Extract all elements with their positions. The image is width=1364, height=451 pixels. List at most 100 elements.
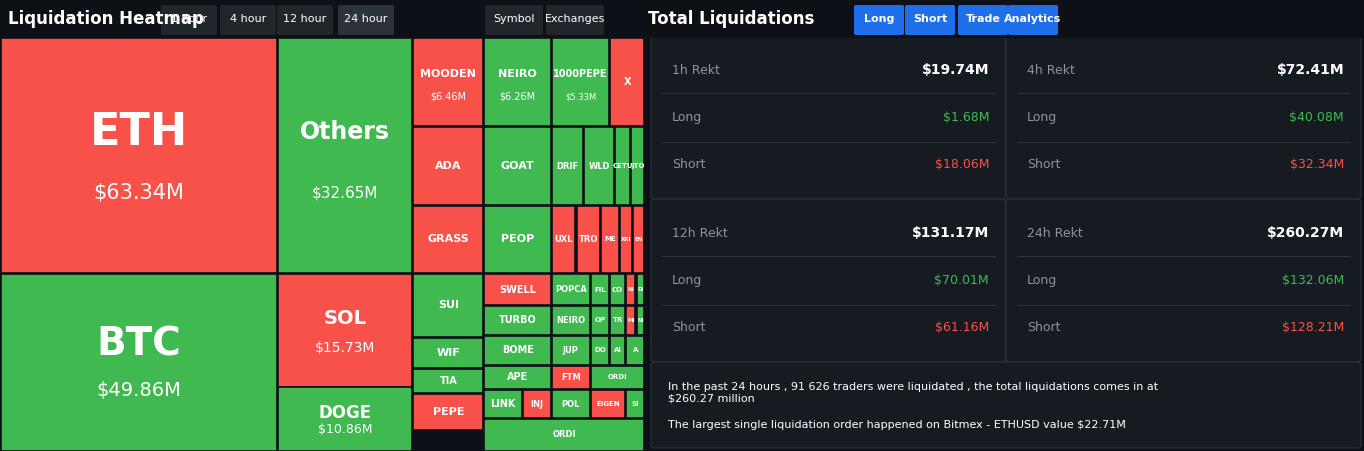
Text: MOODEN: MOODEN: [420, 69, 476, 78]
Text: BOME: BOME: [502, 345, 533, 355]
Text: Long: Long: [1027, 274, 1057, 287]
Text: 1 hour: 1 hour: [170, 14, 207, 24]
Text: EIGEN: EIGEN: [596, 401, 619, 407]
Text: A: A: [633, 347, 638, 353]
Bar: [484, 365, 551, 390]
Bar: [626, 336, 644, 365]
Bar: [632, 127, 644, 205]
FancyBboxPatch shape: [161, 5, 217, 35]
Text: 12h Rekt: 12h Rekt: [672, 227, 728, 240]
Text: $132.06M: $132.06M: [1282, 274, 1344, 287]
FancyBboxPatch shape: [1007, 36, 1361, 199]
Text: Long: Long: [1027, 111, 1057, 124]
Text: $5.33M: $5.33M: [565, 92, 596, 101]
Text: INJ: INJ: [531, 400, 543, 409]
Text: $32.34M: $32.34M: [1290, 158, 1344, 171]
Text: $128.21M: $128.21M: [1282, 321, 1344, 334]
Text: SOL: SOL: [323, 309, 367, 328]
FancyBboxPatch shape: [651, 36, 1007, 199]
Text: TRO: TRO: [578, 235, 597, 244]
Text: $6.46M: $6.46M: [430, 92, 466, 101]
Text: ORDI: ORDI: [552, 430, 576, 439]
Text: TIA: TIA: [439, 376, 457, 386]
Text: $260.27M: $260.27M: [1267, 226, 1344, 240]
Text: $10.86M: $10.86M: [318, 423, 372, 436]
Text: OP: OP: [595, 318, 606, 323]
Text: Long: Long: [672, 274, 702, 287]
Text: SI: SI: [632, 401, 640, 407]
Text: FIL: FIL: [595, 286, 606, 293]
Bar: [484, 306, 551, 335]
Bar: [413, 338, 483, 368]
Bar: [591, 365, 644, 390]
Bar: [413, 394, 483, 430]
Bar: [484, 38, 551, 126]
Bar: [484, 127, 551, 205]
Text: Liquidation Heatmap: Liquidation Heatmap: [8, 10, 203, 28]
Text: DI: DI: [637, 287, 644, 292]
Text: WLD: WLD: [588, 161, 610, 170]
Bar: [484, 390, 522, 419]
Text: FTM: FTM: [561, 373, 581, 382]
Text: $49.86M: $49.86M: [97, 381, 181, 400]
Bar: [0, 274, 277, 451]
FancyBboxPatch shape: [651, 362, 1361, 448]
Text: $131.17M: $131.17M: [911, 226, 989, 240]
Text: $32.65M: $32.65M: [312, 186, 378, 201]
Bar: [591, 390, 625, 419]
Text: ME: ME: [604, 236, 617, 242]
FancyBboxPatch shape: [1008, 5, 1058, 35]
Text: 1h Rekt: 1h Rekt: [672, 64, 720, 77]
Bar: [552, 306, 589, 335]
Text: 4 hour: 4 hour: [231, 14, 266, 24]
Text: Short: Short: [1027, 158, 1060, 171]
Text: MI: MI: [627, 318, 634, 323]
FancyBboxPatch shape: [854, 5, 904, 35]
Text: Short: Short: [672, 321, 705, 334]
Bar: [413, 369, 483, 393]
FancyBboxPatch shape: [958, 5, 1008, 35]
Bar: [552, 274, 589, 305]
Text: $63.34M: $63.34M: [93, 184, 184, 203]
Text: $70.01M: $70.01M: [934, 274, 989, 287]
Text: 1000PEPE: 1000PEPE: [554, 69, 608, 78]
FancyBboxPatch shape: [277, 5, 333, 35]
Text: $1.68M: $1.68M: [943, 111, 989, 124]
Bar: [278, 38, 412, 273]
FancyBboxPatch shape: [1007, 199, 1361, 362]
Text: APE: APE: [507, 373, 528, 382]
Text: SWELL: SWELL: [499, 285, 536, 295]
Text: Total Liquidations: Total Liquidations: [648, 10, 814, 28]
Bar: [278, 387, 412, 451]
Text: NEIRO: NEIRO: [557, 316, 585, 325]
Text: Long: Long: [672, 111, 702, 124]
Text: ADA: ADA: [435, 161, 461, 171]
Bar: [610, 336, 625, 365]
Text: Short: Short: [913, 14, 947, 24]
Text: X: X: [623, 78, 632, 87]
Bar: [413, 274, 483, 337]
Text: In the past 24 hours , 91 626 traders were liquidated , the total liquidations c: In the past 24 hours , 91 626 traders we…: [668, 382, 1158, 404]
Bar: [484, 206, 551, 273]
Bar: [610, 274, 625, 305]
Text: DOGE: DOGE: [319, 404, 371, 422]
FancyBboxPatch shape: [546, 5, 604, 35]
Bar: [615, 127, 630, 205]
Text: $19.74M: $19.74M: [922, 64, 989, 78]
Bar: [591, 336, 608, 365]
Text: XRI: XRI: [621, 237, 632, 242]
Bar: [552, 206, 576, 273]
Text: Exchanges: Exchanges: [544, 14, 606, 24]
Bar: [626, 390, 644, 419]
Text: $40.08M: $40.08M: [1289, 111, 1344, 124]
Text: SUI: SUI: [438, 300, 458, 310]
Bar: [584, 127, 614, 205]
Text: ETH: ETH: [90, 110, 188, 154]
Text: Trade: Trade: [966, 14, 1000, 24]
Text: CETU: CETU: [612, 163, 633, 169]
Bar: [626, 306, 636, 335]
Text: 24h Rekt: 24h Rekt: [1027, 227, 1083, 240]
Text: $61.16M: $61.16M: [934, 321, 989, 334]
Text: Symbol: Symbol: [494, 14, 535, 24]
Text: GOAT: GOAT: [501, 161, 535, 171]
